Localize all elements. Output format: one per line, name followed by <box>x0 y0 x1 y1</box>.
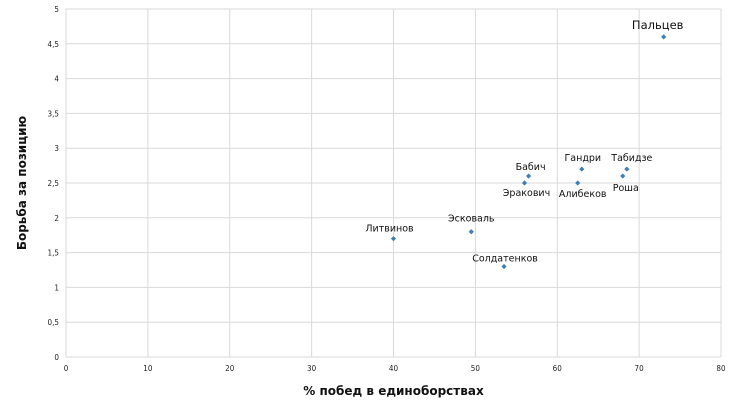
x-tick-label: 80 <box>716 364 726 373</box>
y-tick-label: 0,5 <box>48 318 59 327</box>
y-tick-label: 0 <box>54 353 59 362</box>
point-label: Эракович <box>503 188 550 199</box>
data-point <box>661 34 667 40</box>
x-tick-label: 60 <box>553 364 563 373</box>
y-tick-label: 2 <box>54 214 59 223</box>
x-tick-label: 50 <box>471 364 481 373</box>
data-point <box>579 166 585 172</box>
y-tick-label: 3 <box>54 144 59 153</box>
x-tick-label: 20 <box>225 364 235 373</box>
x-tick-label: 40 <box>389 364 399 373</box>
y-tick-label: 1,5 <box>48 249 59 258</box>
point-label: Эсковаль <box>448 214 495 225</box>
data-point <box>468 229 474 235</box>
x-tick-label: 0 <box>64 364 69 373</box>
data-point <box>525 173 532 179</box>
y-tick-label: 1 <box>54 283 59 292</box>
data-point <box>620 173 626 179</box>
y-tick-label: 2,5 <box>48 179 59 188</box>
point-label: Алибеков <box>559 189 607 200</box>
y-axis-title: Борьба за позицию <box>15 115 29 250</box>
point-label: Гандри <box>565 153 602 164</box>
y-tick-label: 4 <box>54 75 59 84</box>
data-point <box>521 180 528 186</box>
y-tick-label: 4,5 <box>48 40 59 49</box>
point-label: Табидзе <box>610 153 652 164</box>
x-tick-label: 30 <box>307 364 317 373</box>
point-label: Солдатенков <box>472 254 538 265</box>
x-tick-label: 70 <box>635 364 645 373</box>
data-point <box>501 263 507 270</box>
data-point <box>575 180 581 186</box>
x-tick-label: 10 <box>143 364 153 373</box>
y-tick-label: 5 <box>54 5 59 14</box>
point-label: Бабич <box>516 162 546 173</box>
data-points: Литвинов Эсковаль Солдатенков Бабич Эракович… <box>365 18 684 270</box>
point-label: Роша <box>613 183 639 194</box>
data-point <box>390 236 397 242</box>
data-point <box>624 166 630 172</box>
x-axis-title: % побед в единоборствах <box>303 384 484 398</box>
point-label: Пальцев <box>632 18 684 32</box>
tick-labels: 0 10 20 30 40 50 60 70 80 0 0,5 1 1,5 2 2,5 3 3,5 4 4,5 5 <box>48 5 726 373</box>
y-tick-label: 3,5 <box>48 109 59 118</box>
point-label: Литвинов <box>365 224 414 235</box>
grid <box>65 8 722 358</box>
